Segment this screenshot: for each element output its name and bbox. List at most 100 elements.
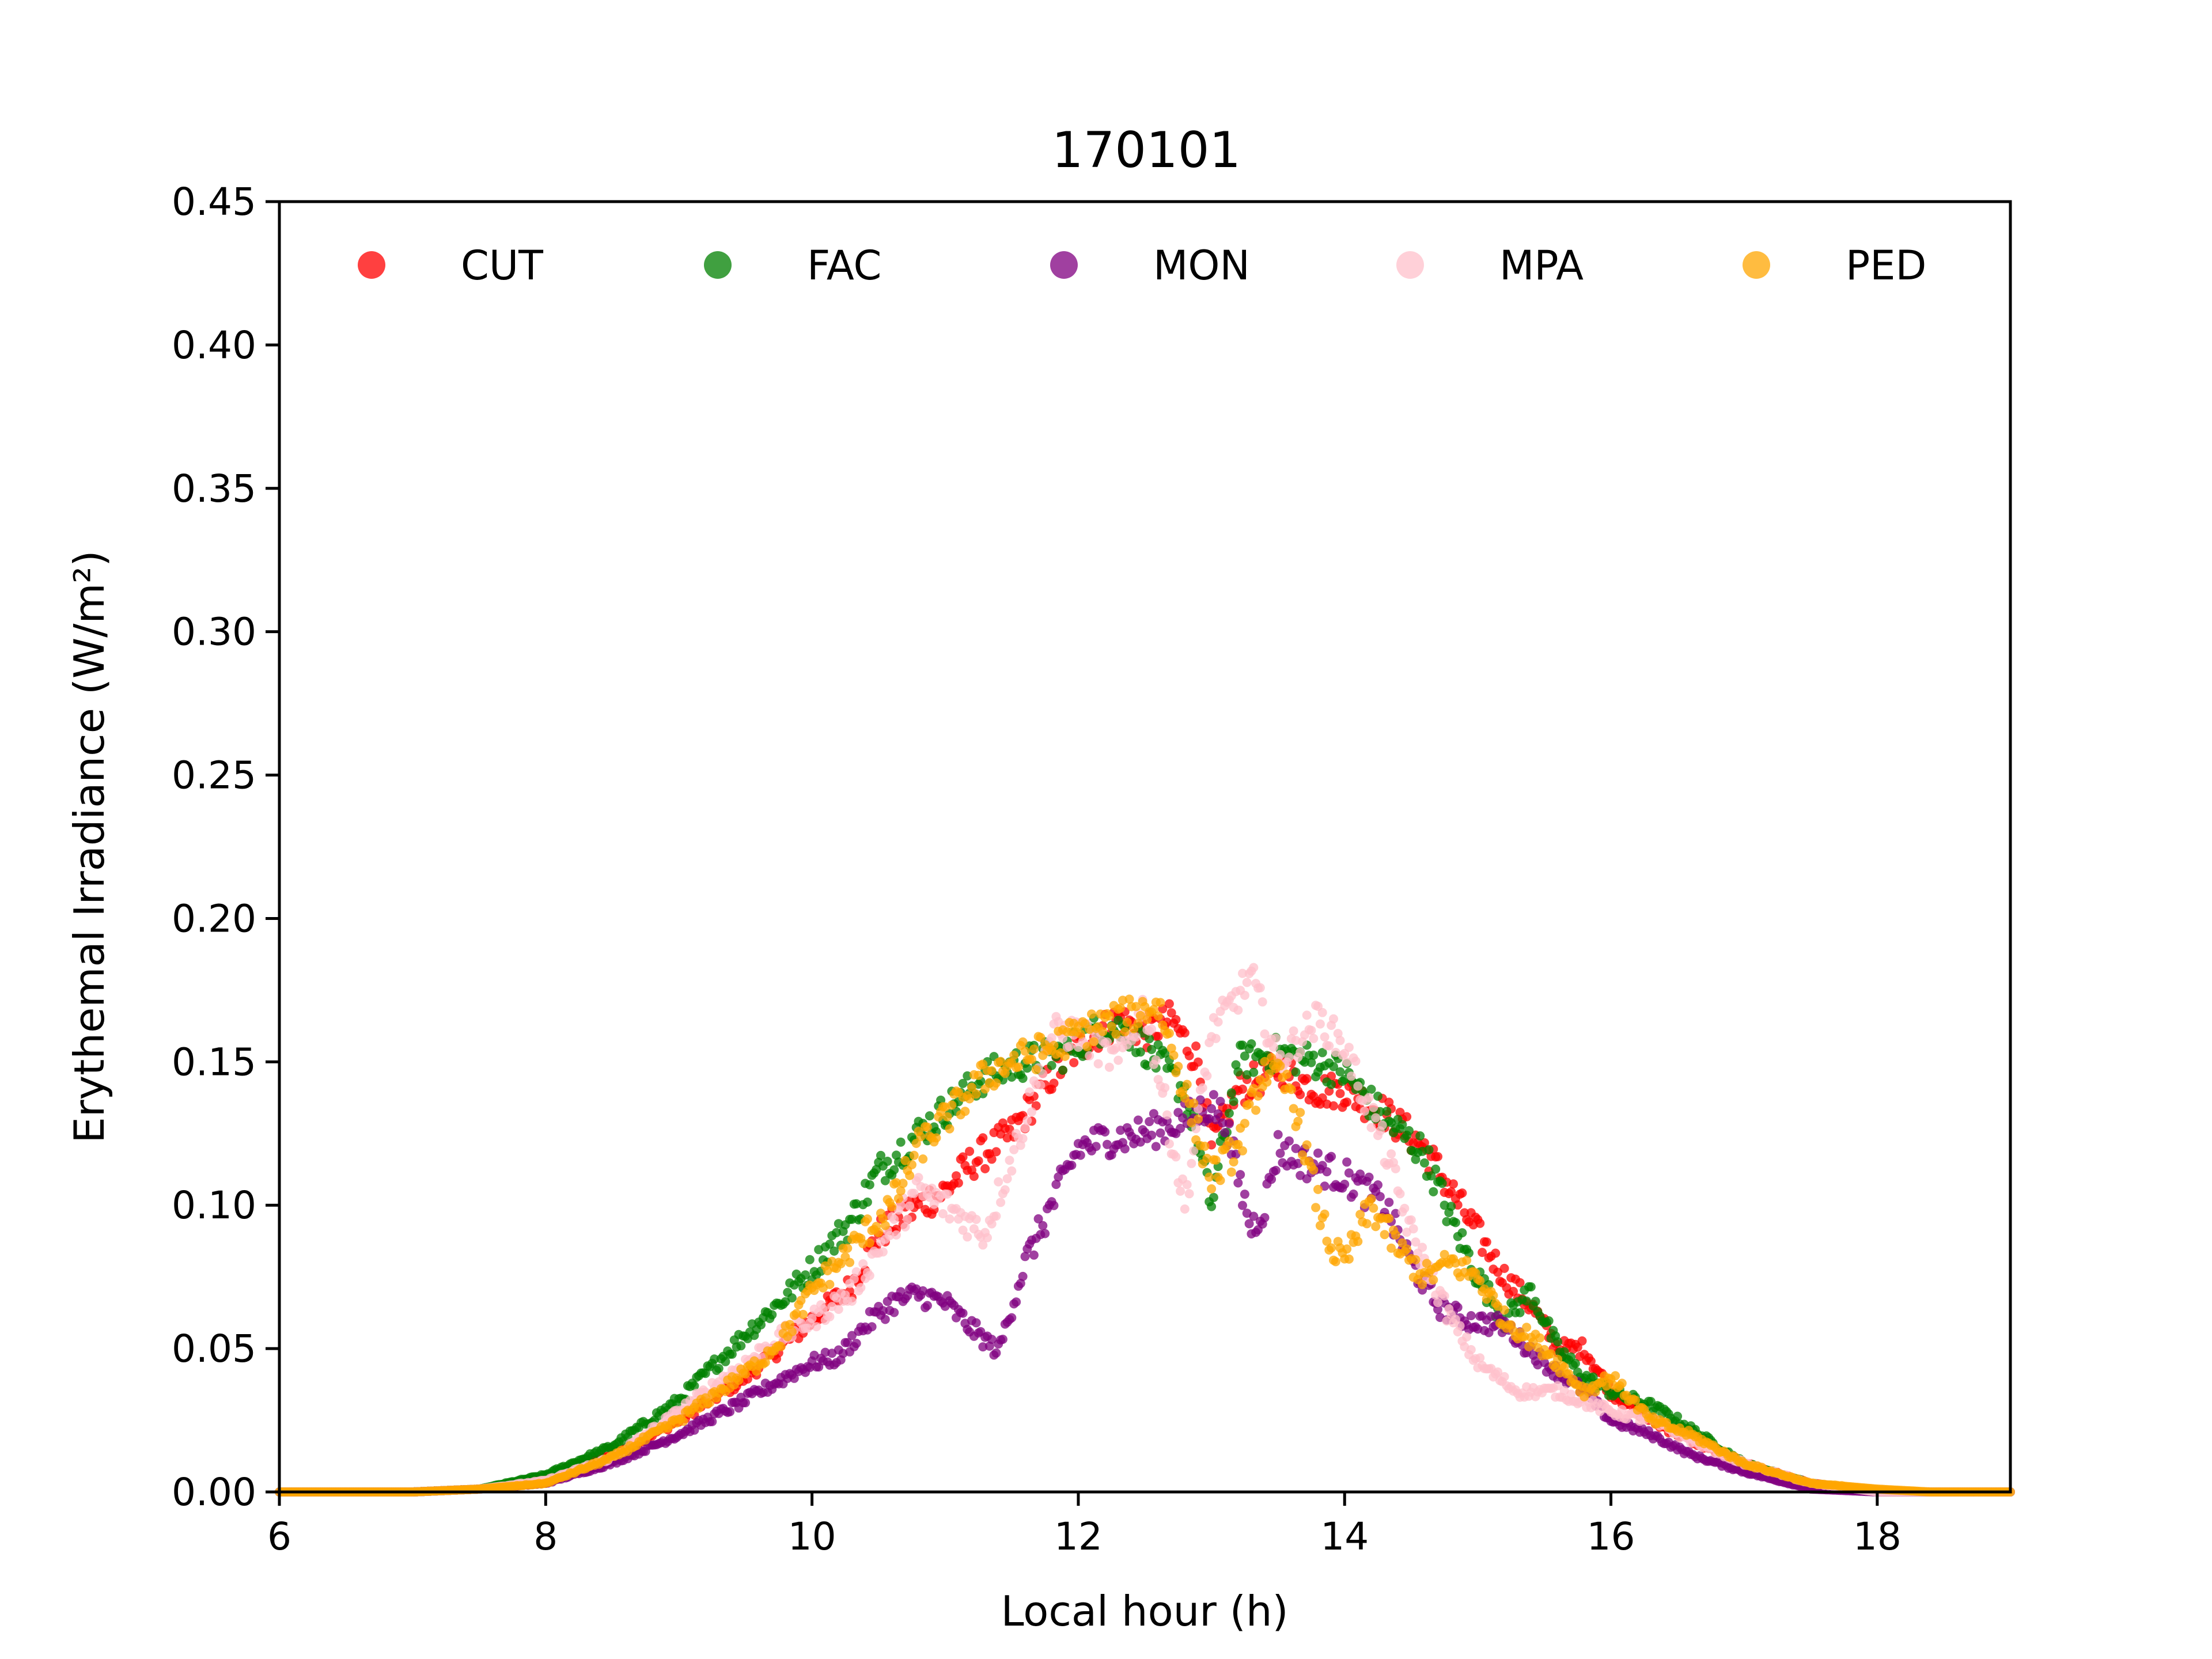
data-point (1069, 1058, 1079, 1067)
data-point (1038, 1221, 1048, 1230)
data-point (1329, 1014, 1338, 1024)
data-point (1586, 1357, 1596, 1366)
data-point (1022, 1063, 1032, 1073)
data-point (867, 1322, 877, 1332)
data-point (914, 1199, 923, 1209)
data-point (885, 1230, 895, 1240)
data-point (945, 1214, 955, 1224)
data-point (1198, 1083, 1207, 1093)
data-point (1335, 1089, 1345, 1099)
data-point (1085, 1051, 1094, 1060)
data-point (1149, 1005, 1158, 1014)
data-point (892, 1230, 901, 1240)
data-point (1327, 1243, 1336, 1253)
data-point (1535, 1333, 1545, 1343)
data-point (812, 1322, 821, 1332)
data-point (1173, 1062, 1183, 1071)
data-point (807, 1313, 817, 1323)
data-point (714, 1363, 724, 1373)
data-point (679, 1416, 688, 1426)
data-point (1433, 1298, 1442, 1308)
data-point (1013, 1062, 1023, 1072)
data-point (1553, 1354, 1563, 1364)
data-point (1275, 1061, 1285, 1071)
data-point (1306, 1025, 1316, 1035)
data-point (991, 1078, 1001, 1088)
y-axis-label: Erythemal Irradiance (W/m²) (65, 550, 113, 1143)
data-point (1630, 1395, 1640, 1405)
data-point (969, 1172, 979, 1181)
data-point (1526, 1282, 1536, 1291)
x-tick-label: 10 (788, 1514, 836, 1559)
data-point (858, 1259, 868, 1268)
data-point (1302, 1140, 1312, 1150)
data-point (1153, 1011, 1163, 1021)
data-point (1107, 1022, 1116, 1032)
data-point (1387, 1149, 1396, 1159)
data-point (1049, 1040, 1059, 1050)
legend-entry-fac: FAC (704, 242, 881, 289)
data-point (925, 1192, 934, 1202)
data-point (971, 1089, 981, 1099)
x-tick-label: 18 (1853, 1514, 1902, 1559)
data-point (1342, 1157, 1352, 1167)
data-point (1411, 1154, 1421, 1164)
data-point (987, 1219, 997, 1229)
data-point (1240, 1119, 1249, 1128)
data-point (1284, 1052, 1294, 1062)
data-point (1100, 1127, 1110, 1137)
data-point (1012, 1297, 1021, 1307)
data-point (843, 1243, 853, 1253)
data-point (1369, 1103, 1378, 1112)
data-point (1113, 1055, 1123, 1065)
data-point (1133, 1018, 1143, 1028)
data-point (1284, 1136, 1294, 1146)
data-point (1233, 1005, 1243, 1015)
data-point (1103, 1037, 1112, 1047)
data-point (1178, 1086, 1187, 1096)
y-tick-label: 0.40 (172, 323, 256, 368)
data-point (1315, 1019, 1325, 1029)
data-point (798, 1309, 808, 1319)
data-point (1429, 1275, 1438, 1285)
data-point (1135, 1010, 1145, 1020)
data-point (1027, 1107, 1036, 1117)
data-point (1249, 1084, 1259, 1093)
data-point (1522, 1323, 1532, 1332)
data-point (1522, 1296, 1532, 1306)
data-point (1142, 1014, 1152, 1024)
data-point (1342, 1244, 1352, 1254)
y-tick-label: 0.25 (172, 753, 256, 798)
data-point (1515, 1278, 1525, 1287)
data-point (1018, 1134, 1028, 1143)
data-point (1251, 1105, 1261, 1115)
data-point (903, 1214, 912, 1224)
data-point (1322, 1236, 1332, 1246)
data-point (1384, 1198, 1394, 1207)
data-point (991, 1348, 1001, 1358)
data-point (1371, 1113, 1381, 1123)
data-point (1151, 1055, 1161, 1065)
legend-label: PED (1846, 242, 1926, 289)
data-point (958, 1225, 968, 1235)
data-point (947, 1100, 957, 1110)
data-point (1020, 1123, 1030, 1133)
data-point (1111, 1029, 1121, 1039)
data-point (1475, 1353, 1485, 1363)
data-point (1264, 1069, 1274, 1079)
data-point (971, 1214, 981, 1224)
data-point (787, 1293, 797, 1303)
data-point (1260, 1213, 1270, 1222)
data-point (1189, 1099, 1199, 1108)
data-point (1344, 1254, 1354, 1264)
data-point (942, 1190, 952, 1199)
data-point (1120, 1027, 1130, 1037)
data-point (1466, 1345, 1476, 1354)
data-point (983, 1233, 992, 1243)
data-point (1475, 1218, 1485, 1228)
data-point (1267, 1053, 1277, 1062)
data-point (1488, 1290, 1498, 1300)
data-point (1160, 1048, 1170, 1058)
data-point (1408, 1224, 1418, 1234)
data-point (1033, 1214, 1043, 1224)
